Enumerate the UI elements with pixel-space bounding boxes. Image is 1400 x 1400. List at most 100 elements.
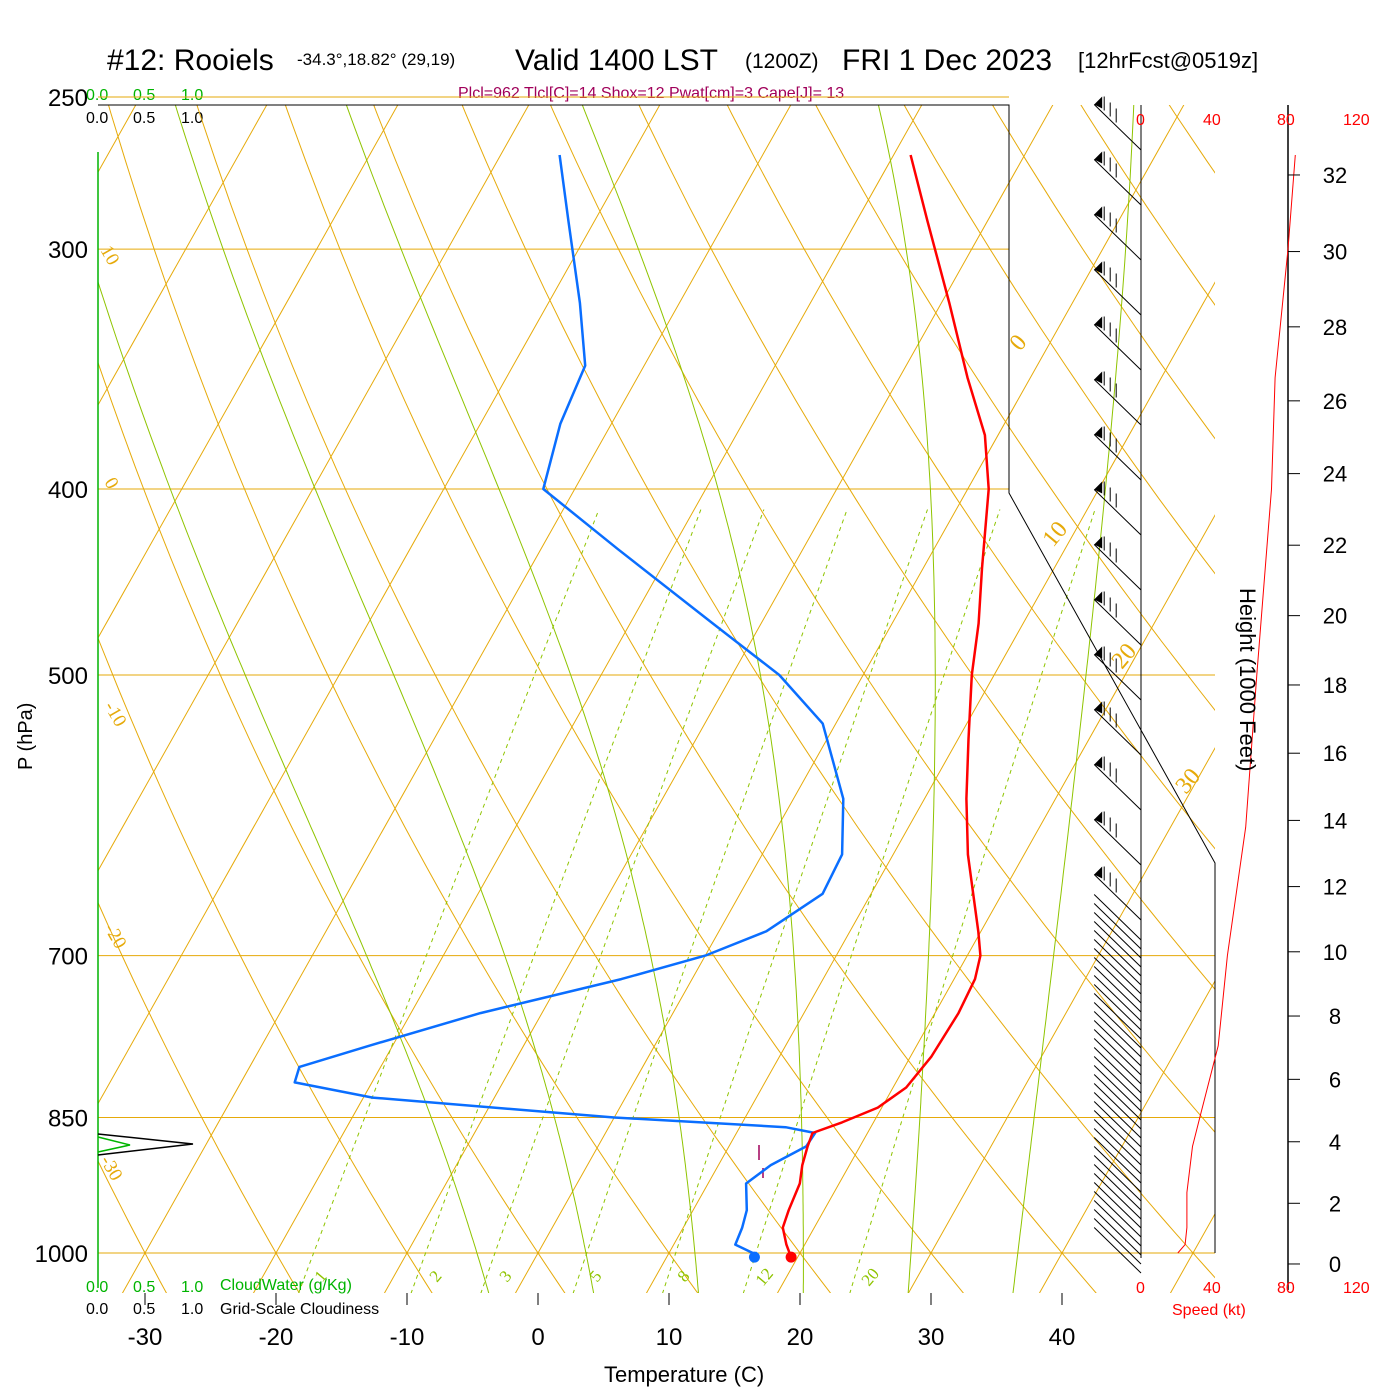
wind-barb-staff (1093, 1029, 1142, 1076)
wind-barb (1093, 1128, 1142, 1175)
dewpoint-line (293, 154, 845, 1258)
isotherm-line (98, 105, 530, 872)
wind-barb-staff (1093, 1047, 1142, 1094)
wind-speed-profile-line (1177, 154, 1296, 1254)
pressure-tick-label: 250 (48, 85, 88, 112)
height-tick-label: 30 (1323, 240, 1347, 265)
wind-barb-staff (1093, 966, 1142, 1013)
height-tick-label: 6 (1329, 1067, 1341, 1092)
wind-barb-staff (1093, 874, 1142, 921)
dry-adiabat-line (373, 105, 1097, 1293)
isotherm-label: -10 (100, 698, 131, 730)
temperature-axis: -30 -20 -10 0 10 20 30 40 (128, 1293, 1076, 1351)
mixing-ratio-label: 3 (496, 1267, 516, 1286)
temperature-axis-title: Temperature (C) (604, 1362, 764, 1387)
wind-barb-pennant (1094, 646, 1103, 659)
wind-barb-staff (1093, 1020, 1142, 1067)
wind-barb (1093, 894, 1142, 941)
wind-barb-pennant (1094, 536, 1103, 549)
mixing-ratio-label: 5 (586, 1267, 606, 1286)
valid-date: FRI 1 Dec 2023 (842, 44, 1052, 77)
moist-adiabat-line (1012, 105, 1135, 1293)
cloudiness-top-tick: 0.5 (133, 110, 155, 127)
wind-barb (1093, 1029, 1142, 1076)
cloudiness-scale-top: 0.0 0.5 1.0 (86, 110, 203, 127)
wind-barb (1093, 1083, 1142, 1130)
cloudwater-mark (97, 1136, 131, 1153)
speed-bottom-tick: 0 (1136, 1280, 1145, 1297)
speed-scale-bottom: 0 40 80 120 (1136, 1280, 1370, 1297)
cloudwater-top-tick: 0.0 (86, 87, 108, 104)
wind-barb-staff (1093, 1119, 1142, 1166)
isotherm-line (98, 105, 268, 407)
wind-barb-staff (1093, 764, 1142, 811)
wind-barb-staff (1093, 1218, 1142, 1265)
isotherm-label: 10 (96, 242, 124, 269)
speed-bottom-tick: 80 (1277, 1280, 1295, 1297)
wind-barb (1093, 1200, 1142, 1247)
mixing-ratio-label: 20 (858, 1264, 883, 1289)
wind-barb-staff (1093, 1191, 1142, 1238)
dry-adiabat-line (107, 105, 699, 1293)
dewpoint-trace (293, 154, 845, 1263)
dry-adiabat-line (196, 105, 832, 1293)
height-tick-label: 16 (1323, 741, 1347, 766)
temperature-tick-label: 30 (918, 1324, 945, 1351)
wind-barb (1093, 984, 1142, 1031)
wind-barb-staff (1093, 1056, 1142, 1103)
wind-barb-staff (1093, 1128, 1142, 1175)
dry-adiabat-line (98, 901, 300, 1293)
moist-adiabat-line (581, 105, 804, 1293)
wind-barb-pennant (1094, 151, 1103, 164)
isotherm-line (645, 281, 1215, 1293)
wind-barb (1093, 811, 1142, 866)
mixing-ratio-line (849, 509, 1096, 1293)
station-title: #12: Rooiels (107, 44, 274, 77)
dry-adiabat-line (98, 636, 433, 1293)
wind-barb (1093, 975, 1142, 1022)
wind-barb-staff (1093, 599, 1142, 646)
sounding-params: Plcl=962 Tlcl[C]=14 Shox=12 Pwat[cm]=3 C… (458, 85, 844, 102)
plot-frame (98, 104, 1216, 1253)
dry-adiabat-line (726, 105, 1215, 850)
wind-barb-staff (1093, 912, 1142, 959)
wind-barb-pennant (1094, 481, 1103, 494)
cloudwater-top-tick: 1.0 (181, 87, 203, 104)
isotherm-line (776, 514, 1215, 1293)
cloudiness-bottom-tick: 1.0 (181, 1301, 203, 1318)
wind-barb-staff (1093, 1200, 1142, 1247)
speed-bottom-tick: 120 (1343, 1280, 1370, 1297)
height-tick-label: 28 (1323, 315, 1347, 340)
dry-adiabat-line (1080, 105, 1215, 306)
isotherm-line (98, 105, 661, 1105)
mixing-ratio-label: 12 (752, 1264, 777, 1289)
wind-barb-staff (1093, 930, 1142, 977)
wind-barb (1093, 1173, 1142, 1220)
mixing-ratio-line (480, 509, 765, 1293)
cloudwater-bottom-tick: 0.5 (133, 1279, 155, 1296)
wind-barb (1093, 1227, 1142, 1274)
wind-barb (1093, 1002, 1142, 1049)
mixing-ratio-labels: 1 2 3 5 8 12 20 (311, 1264, 883, 1289)
wind-barb-pennant (1094, 371, 1103, 384)
wind-barb (1093, 151, 1142, 206)
isotherm-line (252, 105, 923, 1293)
pressure-axis-title: P (hPa) (15, 703, 37, 770)
wind-barb-staff (1093, 939, 1142, 986)
wind-barb (1093, 1137, 1142, 1184)
cloudiness-bottom-tick: 0.5 (133, 1301, 155, 1318)
temperature-line (781, 154, 990, 1258)
dewpoint-line-surface-dot (748, 1251, 760, 1263)
wind-barb (1093, 966, 1142, 1013)
pressure-tick-label: 1000 (35, 1241, 88, 1268)
wind-barb-staff (1093, 1083, 1142, 1130)
height-tick-label: 10 (1323, 940, 1347, 965)
wind-barb-staff (1093, 104, 1142, 151)
speed-top-tick: 0 (1136, 112, 1145, 129)
temperature-tick-label: 0 (531, 1324, 544, 1351)
wind-barb (1093, 866, 1142, 921)
isotherm-line (907, 747, 1215, 1293)
height-tick-label: 8 (1329, 1004, 1341, 1029)
temperature-tick-label: 40 (1049, 1324, 1076, 1351)
